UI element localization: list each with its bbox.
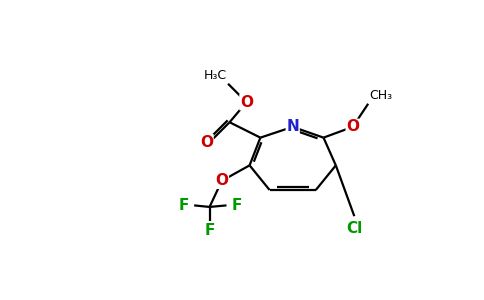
Text: O: O [215,173,228,188]
Text: H₃C: H₃C [203,69,227,82]
Text: CH₃: CH₃ [370,89,393,102]
Text: F: F [232,198,242,213]
Text: Cl: Cl [346,221,363,236]
Text: F: F [178,198,189,213]
Text: O: O [200,135,213,150]
Text: O: O [346,119,359,134]
Text: F: F [204,223,215,238]
Text: O: O [240,95,253,110]
Text: N: N [287,119,299,134]
